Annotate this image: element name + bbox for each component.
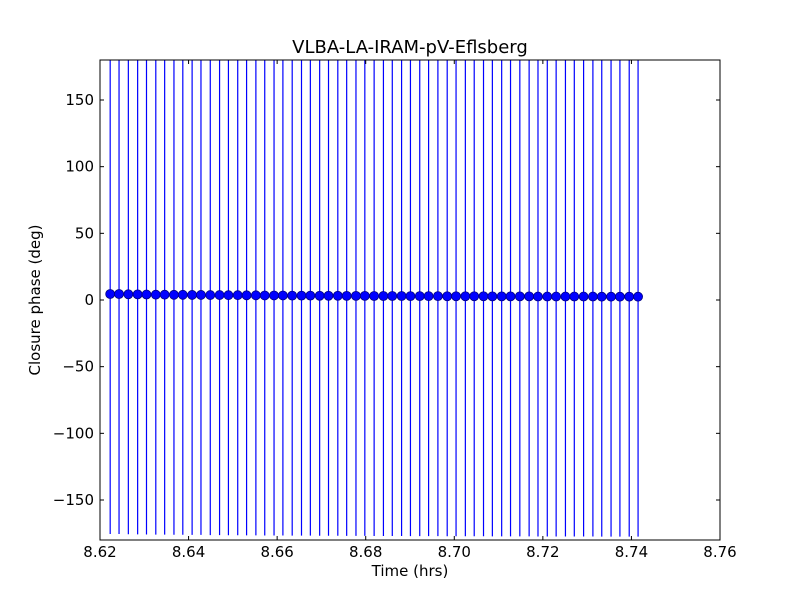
data-point [141,289,152,300]
data-point [414,291,425,302]
data-point [314,290,325,301]
data-point [277,290,288,301]
data-point [205,290,216,300]
x-axis: 8.62 8.64 8.66 8.68 8.70 8.72 8.74 8.76 [83,60,737,561]
data-point [296,290,307,301]
data-point [533,291,543,302]
data-point [396,291,407,301]
x-tick-label: 8.70 [438,543,471,561]
data-point [323,290,334,301]
data-point [469,291,480,302]
data-point [341,290,352,301]
x-tick-label: 8.72 [526,543,559,561]
y-tick-label: −50 [62,358,94,376]
data-point [241,290,252,301]
x-axis-label: Time (hrs) [371,562,449,580]
data-point [505,291,516,302]
data-point [150,289,161,300]
data-point [105,289,116,299]
data-point [524,291,535,302]
data-point [423,291,434,302]
y-axis-label: Closure phase (deg) [26,225,44,376]
data-point [442,291,453,302]
data-point [232,290,243,301]
x-tick-label: 8.62 [83,543,116,561]
y-tick-label: 100 [65,158,94,176]
data-point [606,291,616,302]
data-point [451,291,461,302]
data-point [169,289,179,300]
data-point [332,290,343,301]
x-tick-label: 8.76 [703,543,736,561]
data-point [387,291,398,301]
y-axis: −150 −100 −50 0 50 100 150 [53,91,720,509]
x-tick-label: 8.66 [260,543,293,561]
data-point [551,291,562,302]
data-point [132,289,143,300]
data-point [569,291,580,302]
data-point [615,291,625,302]
data-point [359,290,370,301]
data-point [496,291,507,302]
x-tick-label: 8.74 [615,543,648,561]
data-point [187,290,198,300]
data-point [351,290,361,301]
y-tick-label: 150 [65,91,94,109]
data-point [305,290,316,301]
data-point [214,290,225,300]
data-point [542,291,553,302]
data-point [114,289,124,299]
data-point [196,290,206,300]
data-point [560,291,571,302]
data-point [123,289,134,300]
data-point [487,291,498,302]
data-point [578,291,589,302]
chart-title: VLBA-LA-IRAM-pV-Eflsberg [292,37,528,58]
data-point [259,290,270,301]
data-point [287,290,298,301]
y-tick-label: −150 [53,491,94,509]
y-tick-label: −100 [53,424,94,442]
data-point [159,289,170,300]
data-point [369,291,380,301]
data-point [460,291,471,302]
data-point [596,291,607,302]
marker-layer [105,289,643,302]
data-point [624,291,635,302]
data-point [223,290,234,301]
data-point [514,291,525,302]
y-tick-label: 50 [75,224,94,242]
data-point [405,291,416,302]
data-point [478,291,489,302]
x-tick-label: 8.68 [349,543,382,561]
y-tick-label: 0 [84,291,94,309]
data-point [250,290,261,301]
data-point [432,291,443,302]
data-point [269,290,279,301]
data-point [378,291,389,301]
x-tick-label: 8.64 [172,543,205,561]
data-point [633,291,643,302]
data-point [177,289,188,300]
data-point [588,291,598,302]
